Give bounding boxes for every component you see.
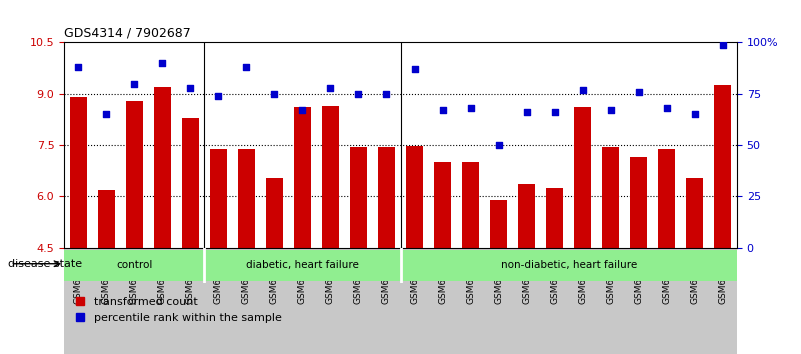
Text: diabetic, heart failure: diabetic, heart failure xyxy=(246,260,359,270)
Point xyxy=(520,109,533,115)
Text: non-diabetic, heart failure: non-diabetic, heart failure xyxy=(501,260,637,270)
Bar xyxy=(64,248,737,354)
Bar xyxy=(490,200,507,248)
Point xyxy=(127,81,140,86)
Bar xyxy=(714,85,731,248)
Bar xyxy=(378,147,395,248)
Point xyxy=(492,142,505,148)
Point xyxy=(296,107,308,113)
Text: disease state: disease state xyxy=(8,259,83,269)
Bar xyxy=(574,108,591,248)
Point xyxy=(239,64,252,70)
Bar xyxy=(350,147,367,248)
Bar xyxy=(602,147,619,248)
Bar xyxy=(322,106,339,248)
Bar xyxy=(126,101,143,248)
Point xyxy=(548,109,561,115)
Bar xyxy=(518,184,535,248)
Point xyxy=(268,91,280,97)
Bar xyxy=(462,162,479,248)
Point xyxy=(464,105,477,111)
Point xyxy=(716,42,729,47)
Point xyxy=(408,66,421,72)
Bar xyxy=(630,157,647,248)
Bar xyxy=(400,250,737,281)
Bar xyxy=(204,250,400,281)
Point xyxy=(688,112,701,117)
Point xyxy=(99,112,112,117)
Bar xyxy=(546,188,563,248)
Text: GDS4314 / 7902687: GDS4314 / 7902687 xyxy=(64,27,191,40)
Point xyxy=(380,91,392,97)
Bar xyxy=(686,178,703,248)
Bar xyxy=(658,149,675,248)
Point xyxy=(352,91,364,97)
Bar xyxy=(98,190,115,248)
Bar xyxy=(210,149,227,248)
Point xyxy=(324,85,336,91)
Bar xyxy=(266,178,283,248)
Point xyxy=(155,60,168,66)
Bar xyxy=(238,149,255,248)
Point xyxy=(72,64,85,70)
Point xyxy=(436,107,449,113)
Point xyxy=(660,105,673,111)
Bar xyxy=(434,162,451,248)
Bar xyxy=(406,146,423,248)
Bar xyxy=(182,118,199,248)
Point xyxy=(211,93,224,99)
Legend: transformed count, percentile rank within the sample: transformed count, percentile rank withi… xyxy=(70,292,287,327)
Bar xyxy=(154,87,171,248)
Text: control: control xyxy=(116,260,152,270)
Point xyxy=(183,85,196,91)
Bar xyxy=(294,108,311,248)
Point xyxy=(604,107,617,113)
Bar xyxy=(70,97,87,248)
Point xyxy=(632,89,645,95)
Point xyxy=(576,87,589,92)
Bar xyxy=(64,250,204,281)
